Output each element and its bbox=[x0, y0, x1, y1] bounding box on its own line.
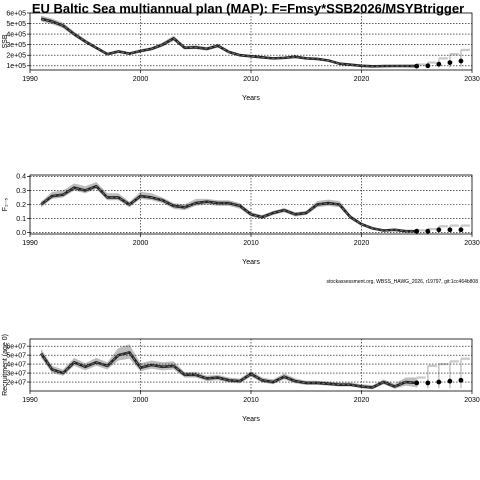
y-tick-label: 0.3 bbox=[16, 188, 26, 195]
x-tick-label: 2000 bbox=[133, 397, 149, 404]
y-tick-label: 2e+05 bbox=[6, 53, 26, 60]
y-tick-label: 0.0 bbox=[16, 230, 26, 237]
y-axis-label: F₂₋₅ bbox=[2, 198, 9, 212]
x-axis-label: Years bbox=[242, 259, 260, 266]
x-tick-label: 1990 bbox=[22, 76, 38, 83]
y-tick-label: 5e+07 bbox=[6, 352, 26, 359]
x-tick-label: 2010 bbox=[243, 76, 259, 83]
y-tick-label: 5e+05 bbox=[6, 21, 26, 28]
footnote: stockassessment.org, WBSS_HAWG_2026, r19… bbox=[326, 279, 478, 285]
plot-area bbox=[30, 13, 472, 70]
x-tick-label: 2010 bbox=[243, 397, 259, 404]
y-axis-label: SSB bbox=[2, 34, 9, 48]
forecast-point bbox=[425, 228, 431, 234]
plot-area bbox=[30, 175, 472, 234]
estimate-line bbox=[40, 17, 417, 68]
x-tick-label: 2030 bbox=[464, 240, 480, 247]
forecast-point bbox=[436, 227, 442, 233]
x-tick-label: 2000 bbox=[133, 76, 149, 83]
x-tick-label: 1990 bbox=[22, 397, 38, 404]
x-tick-label: 2030 bbox=[464, 76, 480, 83]
forecast-point bbox=[458, 58, 464, 64]
forecast-point bbox=[458, 377, 464, 383]
y-tick-label: 1e+05 bbox=[6, 63, 26, 70]
forecast-point bbox=[447, 378, 453, 384]
forecast-point bbox=[447, 60, 453, 66]
y-tick-label: 4e+07 bbox=[6, 361, 26, 368]
y-tick-label: 6e+07 bbox=[6, 343, 26, 350]
x-tick-label: 2030 bbox=[464, 397, 480, 404]
estimate-line-dash bbox=[40, 18, 417, 67]
y-tick-label: 0.1 bbox=[16, 216, 26, 223]
forecast-point bbox=[414, 380, 420, 386]
forecast-point bbox=[436, 61, 442, 67]
forecast-point bbox=[447, 227, 453, 233]
forecast-point bbox=[425, 380, 431, 386]
estimate-line-dash bbox=[40, 185, 417, 232]
estimate-line-dash bbox=[40, 351, 417, 388]
y-axis-label: Recruitment (age 0) bbox=[2, 334, 9, 396]
forecast-point bbox=[425, 63, 431, 69]
x-tick-label: 1990 bbox=[22, 240, 38, 247]
forecast-point bbox=[458, 227, 464, 233]
ssb-panel: 1990 2000 2010 2020 2030 1e+05 2e+05 3e+05 4e+05… bbox=[2, 10, 480, 102]
x-tick-label: 2020 bbox=[354, 240, 370, 247]
forecast-point bbox=[436, 379, 442, 385]
forecast-point bbox=[414, 63, 420, 69]
y-tick-label: 2e+07 bbox=[6, 379, 26, 386]
x-axis-label: Years bbox=[242, 416, 260, 423]
figure-title: EU Baltic Sea multiannual plan (MAP): F=… bbox=[32, 1, 464, 16]
y-tick-label: 3e+07 bbox=[6, 370, 26, 377]
y-tick-label: 6e+05 bbox=[6, 10, 26, 17]
confidence-band bbox=[41, 344, 417, 390]
y-tick-label: 3e+05 bbox=[6, 42, 26, 49]
x-tick-label: 2020 bbox=[354, 397, 370, 404]
plot-area bbox=[30, 339, 472, 391]
recruitment-panel: 1990 2000 2010 2020 2030 2e+07 3e+07 4e+07 5e+07… bbox=[2, 334, 480, 423]
y-tick-label: 0.2 bbox=[16, 202, 26, 209]
x-tick-label: 2010 bbox=[243, 240, 259, 247]
y-tick-label: 0.4 bbox=[16, 174, 26, 181]
x-tick-label: 2000 bbox=[133, 240, 149, 247]
x-axis-label: Years bbox=[242, 95, 260, 102]
estimate-line bbox=[40, 184, 417, 233]
forecast-point bbox=[414, 228, 420, 234]
x-tick-label: 2020 bbox=[354, 76, 370, 83]
fishing-mortality-panel: 1990 2000 2010 2020 2030 0.0 0.1 0.2 0.3 0.4 Years… bbox=[2, 174, 480, 266]
y-tick-label: 4e+05 bbox=[6, 31, 26, 38]
